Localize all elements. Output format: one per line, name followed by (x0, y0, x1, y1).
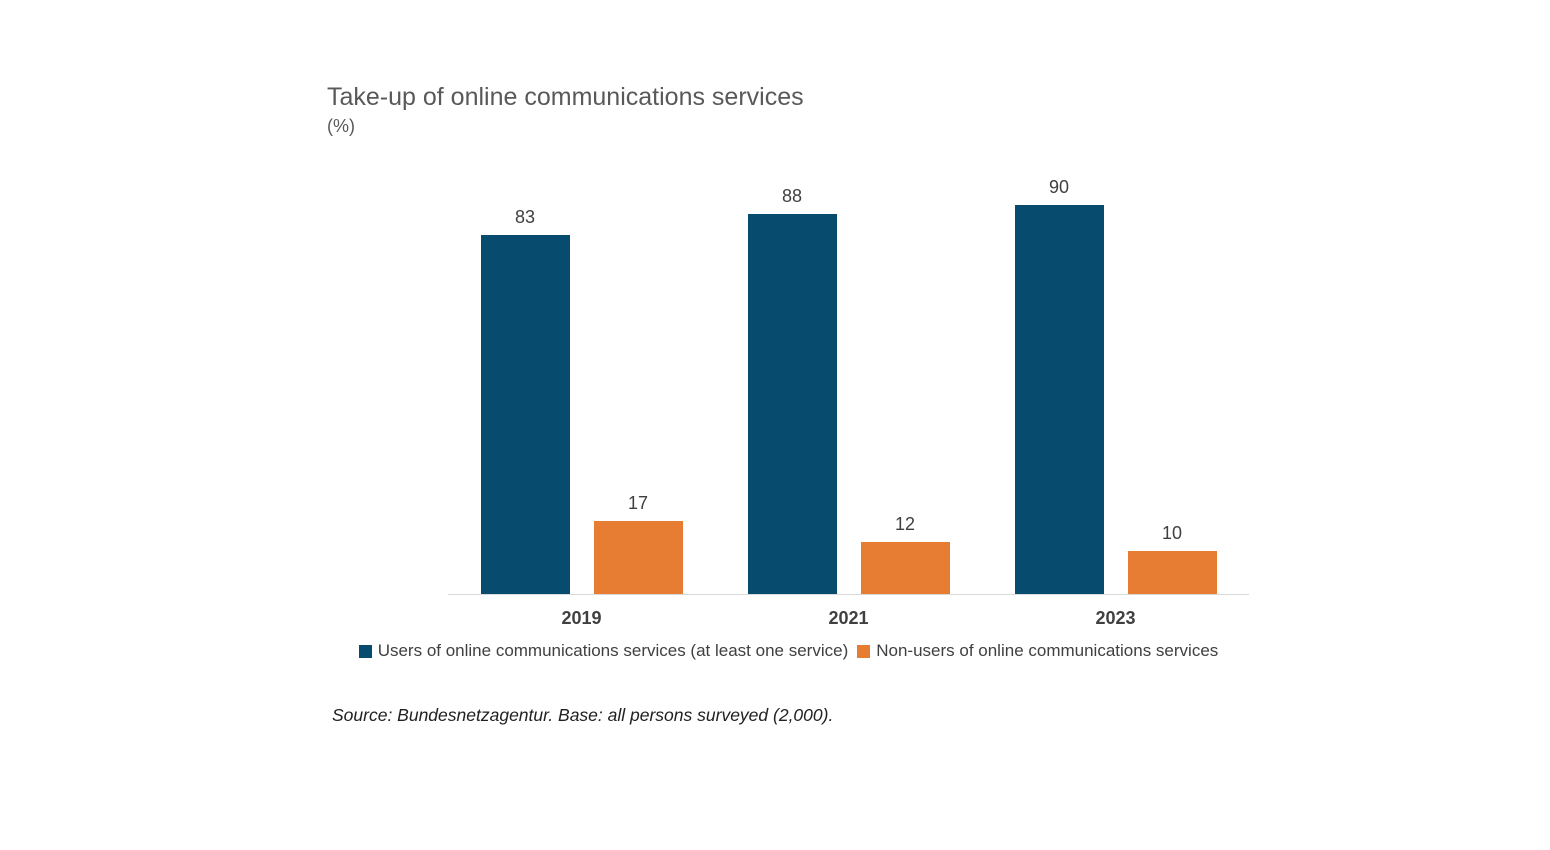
bar-group-2021: 88 12 (715, 155, 982, 594)
bar-group-2019: 83 17 (448, 155, 715, 594)
bar-value-label: 12 (894, 514, 916, 534)
bar-value-label: 17 (627, 493, 649, 513)
x-axis-label-2019: 2019 (561, 608, 602, 628)
bar-users-2019 (480, 235, 570, 594)
bar-column-users-2023: 90 (1014, 155, 1104, 594)
legend-label-non-users: Non-users of online communications servi… (876, 641, 1219, 660)
x-axis-label-2021: 2021 (828, 608, 869, 628)
x-axis-label-2023: 2023 (1095, 608, 1136, 628)
x-axis-labels: 2019 2021 2023 (448, 607, 1249, 629)
legend-item-users: Users of online communications services … (358, 641, 849, 661)
source-note: Source: Bundesnetzagentur. Base: all per… (332, 705, 834, 725)
bar-users-2021 (747, 214, 837, 594)
legend-marker-non-users-icon (857, 644, 871, 658)
bar-users-2023 (1014, 205, 1104, 594)
bar-non-users-2019 (593, 521, 683, 594)
bar-group-2023: 90 10 (982, 155, 1249, 594)
bar-value-label: 10 (1161, 523, 1183, 543)
chart-title: Take-up of online communications service… (327, 83, 804, 111)
bar-column-users-2019: 83 (480, 155, 570, 594)
bar-column-non-users-2021: 12 (860, 155, 950, 594)
bar-column-non-users-2019: 17 (593, 155, 683, 594)
bar-non-users-2023 (1127, 551, 1217, 594)
bar-value-label: 90 (1048, 177, 1070, 197)
bar-value-label: 88 (781, 186, 803, 206)
bar-column-users-2021: 88 (747, 155, 837, 594)
legend-item-non-users: Non-users of online communications servi… (857, 641, 1218, 661)
chart-legend: Users of online communications services … (327, 641, 1250, 661)
bar-value-label: 83 (514, 207, 536, 227)
bar-column-non-users-2023: 10 (1127, 155, 1217, 594)
chart-unit-label: (%) (327, 116, 355, 136)
bar-non-users-2021 (860, 542, 950, 594)
legend-label-users: Users of online communications services … (377, 641, 849, 660)
bar-chart-plot-area: 83 17 88 12 90 10 (448, 155, 1249, 595)
legend-marker-users-icon (358, 644, 372, 658)
